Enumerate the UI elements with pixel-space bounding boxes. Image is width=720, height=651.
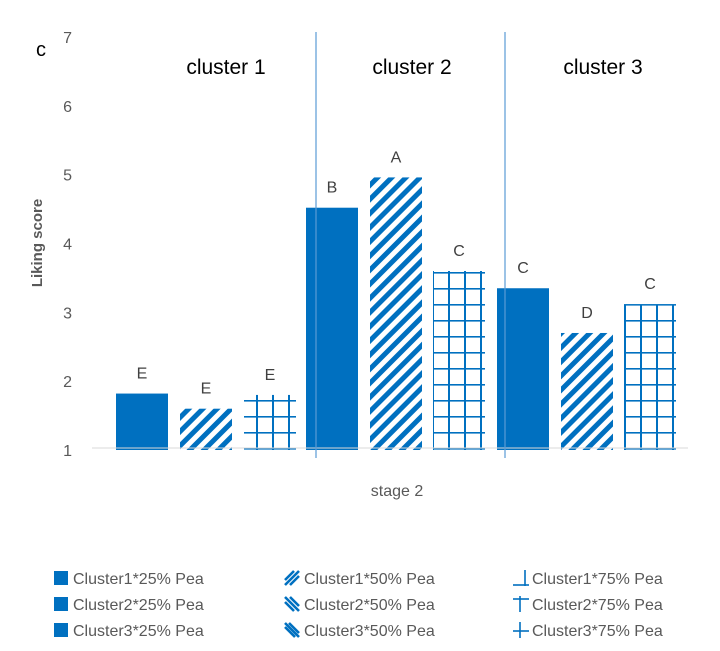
legend-swatch <box>284 622 300 638</box>
data-label: E <box>201 381 212 398</box>
legend-swatch <box>513 622 529 638</box>
data-label: C <box>453 243 465 260</box>
data-label: C <box>644 276 656 293</box>
bar-9 <box>624 304 676 450</box>
cluster-label-1: cluster 1 <box>186 56 265 79</box>
legend: Cluster1*25% Pea Cluster1*50% Pea Cluster1… <box>54 570 663 640</box>
y-tick-label: 2 <box>63 374 72 391</box>
bar-7 <box>497 288 549 450</box>
data-label: D <box>581 305 593 322</box>
y-tick-label: 5 <box>63 168 72 185</box>
legend-label: Cluster2*25% Pea <box>73 597 204 614</box>
legend-swatch <box>513 570 529 586</box>
bar-4 <box>306 207 358 450</box>
data-label: E <box>137 366 148 383</box>
y-tick-label: 3 <box>63 305 72 322</box>
legend-swatch <box>54 623 68 637</box>
data-label: C <box>517 260 529 277</box>
legend-item: Cluster1*50% Pea <box>284 570 435 588</box>
legend-item: Cluster1*75% Pea <box>513 570 663 588</box>
y-tick-label: 7 <box>63 30 72 47</box>
legend-item: Cluster3*75% Pea <box>513 622 663 640</box>
legend-label: Cluster1*75% Pea <box>532 571 663 588</box>
data-label: A <box>391 149 402 166</box>
bar-8 <box>561 332 613 450</box>
legend-label: Cluster2*75% Pea <box>532 597 663 614</box>
legend-swatch <box>54 597 68 611</box>
legend-label: Cluster3*50% Pea <box>304 623 435 640</box>
legend-item: Cluster2*25% Pea <box>54 597 204 614</box>
data-label: E <box>265 367 276 384</box>
bar-6 <box>433 271 485 450</box>
legend-label: Cluster3*25% Pea <box>73 623 204 640</box>
bar-3 <box>244 394 296 450</box>
legend-swatch <box>513 596 529 612</box>
legend-label: Cluster1*25% Pea <box>73 571 204 588</box>
y-tick-label: 1 <box>63 443 72 460</box>
x-category-label: stage 2 <box>371 483 424 500</box>
y-tick-label: 6 <box>63 99 72 116</box>
legend-swatch <box>284 596 300 612</box>
legend-item: Cluster2*75% Pea <box>513 596 663 614</box>
legend-label: Cluster3*75% Pea <box>532 623 663 640</box>
bar-2 <box>180 408 232 450</box>
legend-item: Cluster3*50% Pea <box>284 622 435 640</box>
legend-label: Cluster2*50% Pea <box>304 597 435 614</box>
bar-1 <box>116 393 168 450</box>
y-tick-label: 4 <box>63 237 72 254</box>
legend-swatch <box>54 571 68 585</box>
y-axis-label: Liking score <box>29 199 46 287</box>
cluster-label-2: cluster 2 <box>372 56 451 79</box>
legend-swatch <box>284 570 300 586</box>
panel-letter: c <box>36 39 46 61</box>
cluster-label-3: cluster 3 <box>563 56 642 79</box>
legend-item: Cluster2*50% Pea <box>284 596 435 614</box>
data-label: B <box>327 180 338 197</box>
legend-item: Cluster3*25% Pea <box>54 623 204 640</box>
legend-item: Cluster1*25% Pea <box>54 571 204 588</box>
bar-5 <box>370 177 422 451</box>
legend-label: Cluster1*50% Pea <box>304 571 435 588</box>
